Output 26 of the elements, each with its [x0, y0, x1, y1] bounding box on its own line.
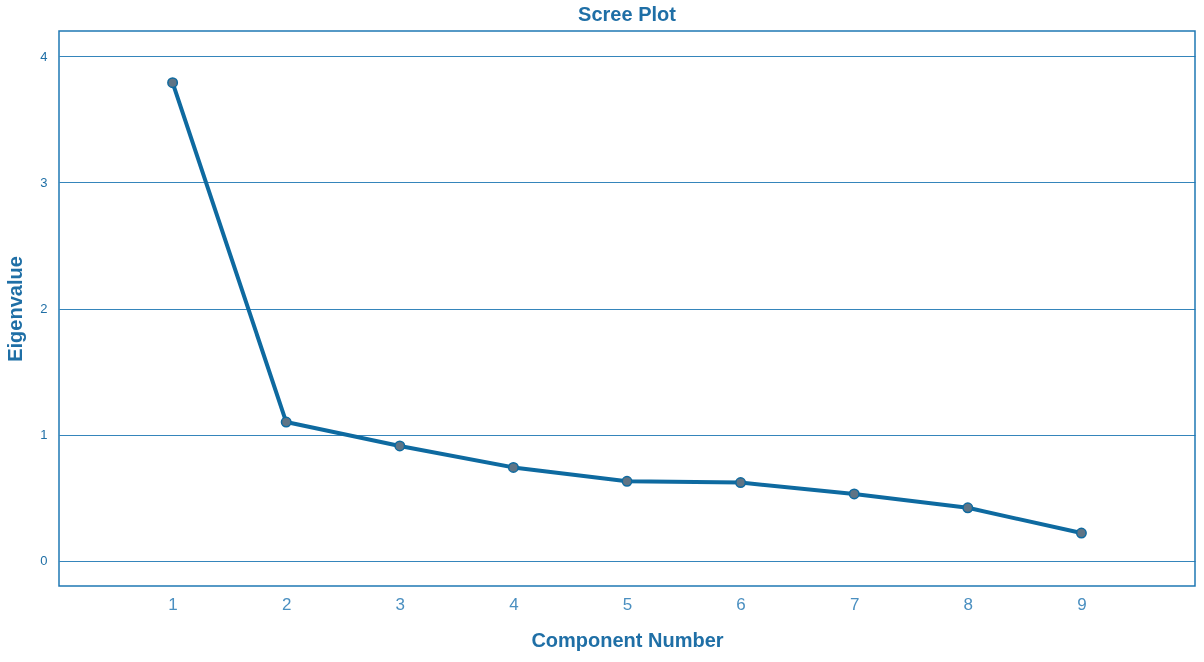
x-tick-label: 4 — [509, 594, 519, 614]
x-tick-label: 6 — [736, 594, 746, 614]
y-axis-title: Eigenvalue — [4, 256, 27, 362]
x-axis-title: Component Number — [531, 628, 724, 651]
point — [507, 461, 519, 473]
point — [1075, 527, 1087, 539]
point — [280, 416, 292, 428]
y-tick-label: 0 — [40, 553, 48, 569]
x-tick-label: 5 — [622, 594, 633, 614]
y-tick-label: 3 — [40, 174, 48, 190]
y-tick-label: 1 — [40, 427, 48, 443]
point — [167, 77, 179, 89]
x-tick-label: 9 — [1077, 594, 1087, 614]
x-tick-label: 1 — [168, 594, 178, 614]
chart-title: Scree Plot — [578, 3, 677, 25]
x-tick-label: 7 — [849, 594, 860, 614]
x-tick-label: 3 — [395, 594, 406, 614]
x-tick-label: 8 — [963, 594, 974, 614]
y-tick-label: 4 — [40, 48, 48, 64]
point — [962, 502, 974, 514]
point — [735, 477, 747, 489]
x-tick-label: 2 — [281, 594, 292, 614]
y-tick-label: 2 — [40, 301, 48, 316]
point — [394, 440, 406, 452]
point — [621, 475, 633, 487]
point — [848, 488, 860, 500]
